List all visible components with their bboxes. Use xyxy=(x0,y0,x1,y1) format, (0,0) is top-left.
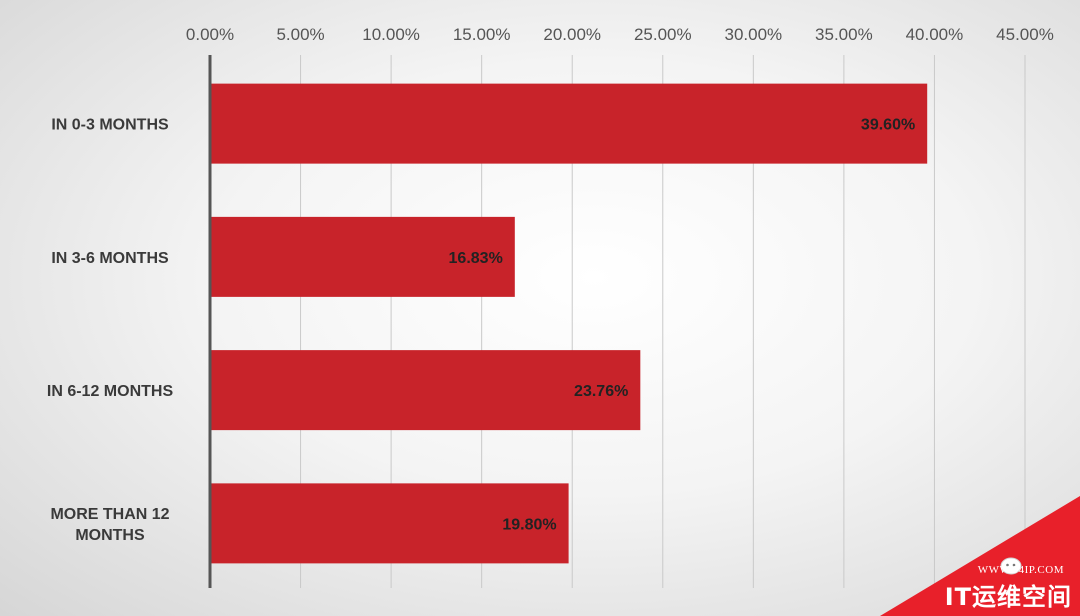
x-tick-label: 20.00% xyxy=(543,25,601,44)
category-label: IN 0-3 MONTHS xyxy=(51,117,169,134)
category-label: MORE THAN 12 xyxy=(50,506,169,523)
x-tick-label: 10.00% xyxy=(362,25,420,44)
data-label: 39.60% xyxy=(861,117,915,134)
data-label: 23.76% xyxy=(574,383,628,400)
chat-bubble-icon xyxy=(1000,557,1022,575)
data-labels: 39.60% 16.83% 23.76% 19.80% xyxy=(449,117,916,534)
watermark-url: WWW.94IP.COM xyxy=(977,564,1064,576)
x-tick-label: 0.00% xyxy=(186,25,234,44)
watermark-name: IT运维空间 xyxy=(944,583,1072,611)
x-tick-label: 25.00% xyxy=(634,25,692,44)
bars xyxy=(210,83,928,564)
category-label: IN 3-6 MONTHS xyxy=(51,250,169,267)
bar xyxy=(210,350,641,431)
category-label: MONTHS xyxy=(75,527,145,544)
category-labels: IN 0-3 MONTHS IN 3-6 MONTHS IN 6-12 MONTHS… xyxy=(47,117,174,544)
bar xyxy=(210,483,569,564)
data-label: 19.80% xyxy=(502,516,556,533)
x-tick-label: 30.00% xyxy=(724,25,782,44)
watermark-triangle xyxy=(880,496,1080,616)
x-tick-label: 5.00% xyxy=(276,25,324,44)
bar xyxy=(210,83,928,164)
category-label: IN 6-12 MONTHS xyxy=(47,383,174,400)
x-tick-label: 40.00% xyxy=(906,25,964,44)
x-axis-ticks: 0.00% 5.00% 10.00% 15.00% 20.00% 25.00% 30.00%… xyxy=(186,25,1054,44)
bar xyxy=(210,216,515,297)
x-tick-label: 35.00% xyxy=(815,25,873,44)
x-tick-label: 45.00% xyxy=(996,25,1054,44)
watermark: WWW.94IP.COM IT运维空间 xyxy=(880,496,1080,616)
x-tick-label: 15.00% xyxy=(453,25,511,44)
data-label: 16.83% xyxy=(449,250,503,267)
